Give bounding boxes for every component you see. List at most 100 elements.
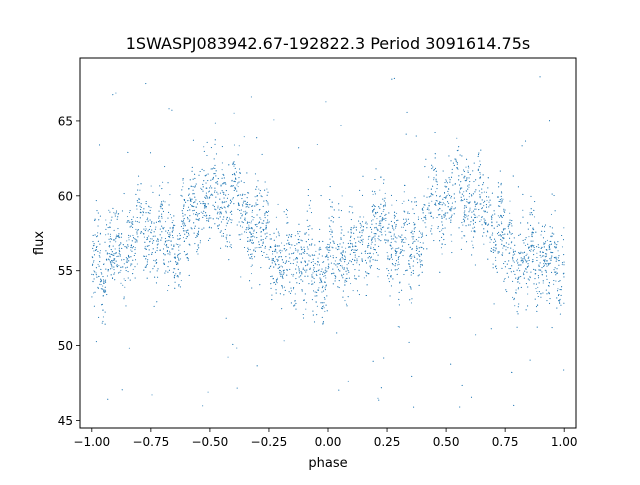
data-point <box>349 246 351 248</box>
data-point <box>524 258 526 260</box>
data-point <box>241 233 243 235</box>
data-point <box>555 274 557 276</box>
data-point <box>200 211 202 213</box>
data-point <box>129 209 131 212</box>
data-point <box>259 190 261 192</box>
data-point <box>365 275 367 277</box>
data-point <box>548 248 550 250</box>
data-point <box>281 308 283 310</box>
data-point <box>511 225 513 227</box>
data-point <box>375 252 378 254</box>
data-point <box>145 258 147 260</box>
data-point <box>347 296 349 298</box>
data-point <box>117 213 119 215</box>
data-point <box>319 246 321 248</box>
data-point <box>529 275 531 277</box>
data-point <box>351 206 353 208</box>
data-point <box>303 252 305 254</box>
data-point <box>259 284 261 286</box>
data-point <box>477 168 479 170</box>
data-point <box>184 230 186 232</box>
data-point <box>332 268 334 270</box>
data-point <box>148 245 150 247</box>
data-point <box>559 301 561 303</box>
data-point <box>554 210 556 212</box>
data-point <box>247 204 249 206</box>
data-point <box>125 267 127 269</box>
data-point <box>545 263 548 265</box>
data-point <box>389 295 391 297</box>
data-point <box>329 249 331 251</box>
data-point <box>412 233 414 235</box>
data-point <box>471 211 473 213</box>
data-point <box>326 256 328 258</box>
data-point <box>544 224 546 226</box>
data-point <box>132 223 134 225</box>
data-point <box>436 181 438 183</box>
data-point <box>143 255 145 257</box>
data-point <box>418 247 420 249</box>
data-point <box>548 120 551 122</box>
data-point <box>432 217 434 219</box>
data-point <box>137 229 139 231</box>
data-point <box>548 302 551 304</box>
data-point <box>441 224 444 226</box>
data-point <box>337 268 340 270</box>
data-point <box>478 184 480 186</box>
data-point <box>149 209 151 212</box>
data-point <box>398 263 400 265</box>
data-point <box>486 199 488 201</box>
data-point <box>101 304 103 306</box>
data-point <box>537 286 539 288</box>
data-point <box>543 259 545 261</box>
data-point <box>138 198 140 200</box>
data-point <box>448 202 450 204</box>
data-point <box>261 254 263 257</box>
data-point <box>251 209 254 211</box>
data-point <box>476 216 478 218</box>
data-point <box>325 304 327 306</box>
data-point <box>163 243 165 245</box>
data-point <box>518 276 520 278</box>
data-point <box>454 158 456 160</box>
data-point <box>177 243 179 246</box>
data-point <box>487 258 489 260</box>
data-point <box>349 240 351 242</box>
data-point <box>511 265 513 267</box>
data-point <box>327 268 329 270</box>
data-point <box>260 235 262 237</box>
data-point <box>377 229 379 231</box>
data-point <box>169 234 172 236</box>
data-point <box>264 245 266 247</box>
data-point <box>197 232 199 234</box>
data-point <box>278 250 280 252</box>
data-point <box>447 212 449 214</box>
data-point <box>100 278 102 280</box>
data-point <box>217 207 219 209</box>
data-point <box>495 257 497 259</box>
data-point <box>331 230 333 232</box>
data-point <box>283 340 285 342</box>
data-point <box>208 226 211 228</box>
data-point <box>361 230 363 232</box>
data-point <box>517 287 519 289</box>
data-point <box>221 177 223 179</box>
data-point <box>331 246 333 248</box>
data-point <box>271 294 273 296</box>
data-point <box>202 183 204 186</box>
data-point <box>188 188 190 190</box>
data-point <box>516 258 519 260</box>
data-point <box>327 257 329 259</box>
data-point <box>451 168 453 170</box>
data-point <box>369 259 371 261</box>
data-point <box>145 212 147 214</box>
data-point <box>529 359 531 361</box>
data-point <box>221 146 223 148</box>
data-point <box>231 213 233 215</box>
data-point <box>300 279 302 281</box>
data-point <box>364 252 366 254</box>
data-point <box>363 277 365 279</box>
data-point <box>483 232 485 234</box>
data-point <box>328 263 330 265</box>
